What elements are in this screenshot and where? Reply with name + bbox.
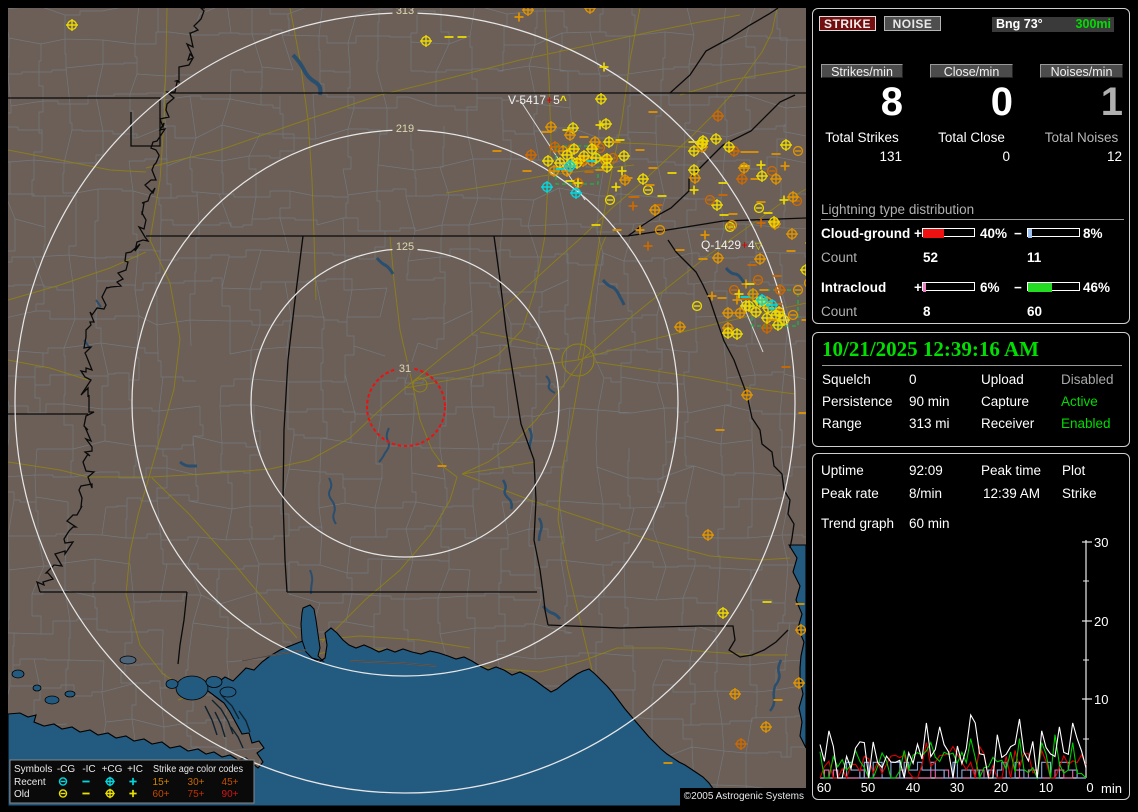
svg-text:31: 31	[399, 363, 411, 375]
svg-text:+IC: +IC	[127, 764, 143, 775]
svg-text:10: 10	[1039, 780, 1053, 795]
svg-text:75+: 75+	[188, 789, 205, 800]
svg-text:30: 30	[950, 780, 964, 795]
svg-text:Old: Old	[14, 789, 30, 800]
svg-text:40: 40	[906, 780, 920, 795]
svg-text:313: 313	[396, 5, 414, 17]
svg-text:min: min	[1101, 781, 1122, 796]
svg-text:15+: 15+	[153, 777, 170, 788]
svg-text:-IC: -IC	[82, 764, 95, 775]
svg-text:Q-1429+4▽: Q-1429+4▽	[701, 238, 763, 252]
svg-text:0: 0	[1086, 780, 1093, 795]
svg-text:30: 30	[1094, 535, 1108, 550]
svg-text:20: 20	[1094, 614, 1108, 629]
svg-text:10: 10	[1094, 692, 1108, 707]
svg-text:50: 50	[861, 780, 875, 795]
svg-text:Recent: Recent	[14, 777, 46, 788]
svg-text:-CG: -CG	[57, 764, 76, 775]
svg-text:Strike age color codes: Strike age color codes	[153, 764, 243, 775]
svg-text:125: 125	[396, 241, 414, 253]
svg-text:219: 219	[396, 123, 414, 135]
svg-text:60+: 60+	[153, 789, 170, 800]
svg-text:20: 20	[994, 780, 1008, 795]
svg-text:45+: 45+	[222, 777, 239, 788]
svg-text:V-5417+5^: V-5417+5^	[508, 93, 567, 107]
svg-text:90+: 90+	[222, 789, 239, 800]
svg-text:Symbols: Symbols	[14, 764, 52, 775]
svg-text:30+: 30+	[188, 777, 205, 788]
svg-text:+CG: +CG	[102, 764, 123, 775]
svg-text:60: 60	[817, 780, 831, 795]
